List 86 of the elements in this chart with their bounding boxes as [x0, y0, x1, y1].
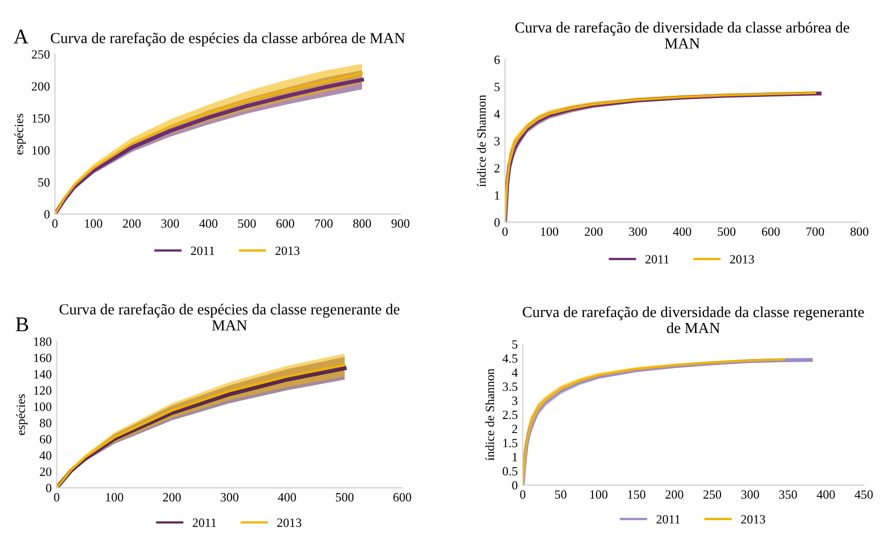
x-tick-label: 500: [336, 493, 354, 502]
legend-label: 2013: [741, 515, 766, 524]
y-tick-label: 50: [38, 178, 50, 187]
y-axis-title: índice de Shannon: [485, 368, 494, 461]
y-tick-label: 100: [32, 146, 50, 155]
y-axis-title: espécies: [14, 114, 26, 154]
y-tick-label: 40: [40, 451, 52, 460]
legend-label: 2011: [190, 246, 214, 255]
y-tick-label: 20: [40, 468, 52, 476]
x-tick-label: 100: [85, 219, 102, 228]
legend-label: 2011: [656, 515, 680, 524]
x-tick-label: 300: [161, 219, 180, 228]
x-tick-label: 500: [718, 227, 736, 236]
chart-title: Curva de rarefação de diversidade da classe regenerante de MAN: [522, 306, 864, 334]
x-tick-label: 0: [54, 493, 60, 502]
x-tick-label: 150: [628, 490, 646, 499]
x-tick-label: 200: [584, 227, 603, 236]
legend-label: 2011: [646, 255, 669, 264]
x-tick-label: 450: [854, 490, 873, 499]
x-tick-label: 100: [590, 490, 608, 499]
x-tick-label: 300: [220, 493, 238, 502]
y-tick-label: 150: [32, 114, 50, 123]
chart-title: Curva de rarefação de diversidade da classe arbórea de MAN: [515, 22, 850, 49]
x-tick-label: 700: [315, 219, 333, 228]
y-tick-label: 4: [494, 110, 500, 118]
y-tick-label: 80: [40, 418, 52, 428]
y-axis-title: espécies: [16, 394, 28, 435]
x-tick-label: 250: [703, 490, 722, 499]
x-tick-label: 400: [816, 490, 835, 499]
y-tick-label: 0.5: [502, 467, 518, 476]
x-tick-label: 400: [199, 219, 218, 228]
y-tick-label: 0: [46, 484, 52, 492]
y-tick-label: 0: [512, 481, 518, 490]
legend-label: 2013: [276, 246, 300, 255]
x-tick-label: 700: [806, 227, 824, 236]
y-tick-label: 1: [495, 191, 500, 200]
x-tick-label: 500: [238, 219, 256, 228]
x-tick-label: 100: [541, 227, 558, 236]
chart-title: Curva de rarefação de espécies da classe arbórea de MAN: [50, 32, 405, 46]
x-tick-label: 300: [629, 227, 647, 236]
y-tick-label: 6: [494, 56, 500, 64]
y-tick-label: 160: [34, 354, 52, 362]
y-axis-title: índice de Shannon: [477, 94, 486, 187]
x-tick-label: 400: [673, 227, 692, 236]
y-tick-label: 1.5: [503, 438, 518, 448]
y-tick-label: 200: [32, 82, 50, 91]
x-tick-label: 50: [555, 490, 566, 499]
y-tick-label: 100: [34, 402, 52, 411]
x-tick-label: 350: [779, 490, 797, 499]
y-tick-label: 0: [44, 210, 50, 219]
x-tick-label: 600: [393, 493, 412, 502]
x-tick-label: 200: [666, 490, 684, 499]
x-tick-label: 600: [276, 219, 294, 228]
y-tick-label: 5: [494, 82, 500, 92]
x-tick-label: 800: [353, 219, 371, 228]
x-tick-label: 900: [392, 219, 410, 228]
y-tick-label: 3: [512, 396, 518, 405]
legend-label: 2013: [277, 518, 302, 527]
y-tick-label: 2: [494, 164, 500, 172]
y-tick-label: 120: [34, 386, 52, 395]
y-tick-label: 2.5: [502, 410, 518, 420]
x-tick-label: 0: [520, 490, 526, 499]
legend-label: 2011: [192, 518, 216, 527]
legend-label: 2013: [730, 255, 754, 264]
text: B: [16, 318, 28, 332]
x-tick-label: 0: [52, 219, 58, 228]
x-tick-label: 200: [163, 493, 181, 502]
y-tick-label: 140: [34, 370, 52, 378]
y-tick-label: 3: [494, 136, 500, 146]
y-tick-label: 1: [512, 452, 518, 462]
y-tick-label: 4.5: [502, 354, 518, 363]
x-tick-label: 100: [106, 493, 124, 502]
chart-title: Curva de rarefação de espécies da classe regenerante de MAN: [60, 304, 400, 330]
y-tick-label: 180: [34, 337, 52, 346]
x-tick-label: 200: [122, 219, 141, 228]
y-tick-label: 4: [512, 368, 518, 377]
y-tick-label: 5: [512, 340, 518, 349]
y-tick-label: 3.5: [502, 382, 518, 391]
x-tick-label: 300: [741, 490, 760, 499]
x-tick-label: 400: [278, 493, 296, 502]
y-tick-label: 250: [32, 50, 50, 59]
text: A: [14, 30, 28, 44]
y-tick-label: 60: [40, 435, 52, 444]
y-tick-label: 2: [512, 424, 518, 434]
x-tick-label: 800: [850, 227, 868, 236]
x-tick-label: 600: [762, 227, 780, 236]
